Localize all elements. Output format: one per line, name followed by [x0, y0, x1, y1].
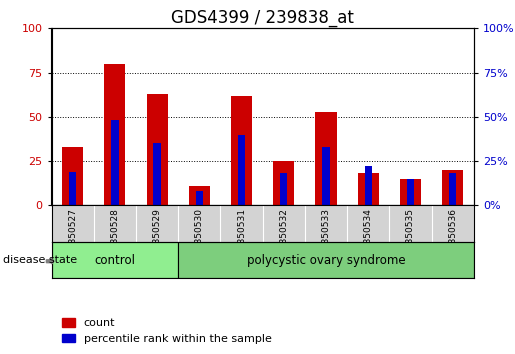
FancyBboxPatch shape	[178, 242, 474, 278]
Text: GSM850527: GSM850527	[68, 208, 77, 263]
Title: GDS4399 / 239838_at: GDS4399 / 239838_at	[171, 9, 354, 27]
Bar	[196, 191, 203, 205]
FancyBboxPatch shape	[52, 242, 178, 278]
Text: GSM850533: GSM850533	[321, 208, 331, 263]
Text: GSM850535: GSM850535	[406, 208, 415, 263]
Text: GSM850536: GSM850536	[448, 208, 457, 263]
Bar	[69, 172, 76, 205]
Text: GSM850531: GSM850531	[237, 208, 246, 263]
Bar	[62, 147, 83, 205]
Bar	[188, 186, 210, 205]
Bar	[407, 179, 414, 205]
Bar	[365, 166, 372, 205]
Bar	[400, 179, 421, 205]
Text: GSM850528: GSM850528	[110, 208, 119, 263]
Bar	[146, 94, 167, 205]
Bar	[238, 135, 245, 205]
Bar	[153, 143, 161, 205]
Bar	[280, 173, 287, 205]
Bar	[357, 173, 379, 205]
Text: polycystic ovary syndrome: polycystic ovary syndrome	[247, 254, 405, 267]
Bar	[104, 64, 125, 205]
Text: GSM850529: GSM850529	[152, 208, 162, 263]
Legend: count, percentile rank within the sample: count, percentile rank within the sample	[57, 314, 276, 348]
Text: GSM850532: GSM850532	[279, 208, 288, 263]
Bar	[442, 170, 463, 205]
Bar	[322, 147, 330, 205]
Bar	[315, 112, 336, 205]
Text: GSM850534: GSM850534	[364, 208, 373, 263]
Text: disease state: disease state	[3, 255, 77, 265]
Bar	[449, 173, 456, 205]
Text: GSM850530: GSM850530	[195, 208, 204, 263]
Bar	[273, 161, 294, 205]
Text: control: control	[94, 254, 135, 267]
Bar	[231, 96, 252, 205]
Bar	[111, 120, 118, 205]
